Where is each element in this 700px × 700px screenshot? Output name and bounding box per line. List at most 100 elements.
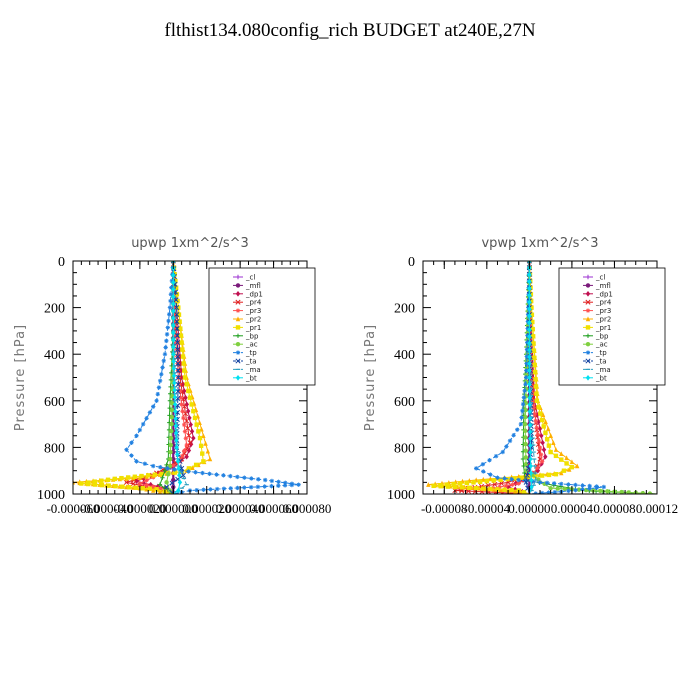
x-tick-label: -0.000040 — [80, 501, 133, 516]
series-point-pr1 — [176, 312, 182, 317]
legend-marker — [235, 316, 241, 322]
series-point-dp1 — [176, 339, 182, 346]
series-point-tp — [164, 332, 170, 337]
series-point-pr1 — [181, 361, 186, 366]
y-tick-label: 0 — [58, 255, 65, 270]
series-point-pr2 — [546, 426, 551, 431]
series-point-pr3 — [184, 442, 189, 448]
series-point-ac — [522, 421, 528, 427]
x-tick-label: 0.000060 — [249, 501, 298, 516]
series-point-pr3 — [180, 409, 185, 414]
series-point-pr1 — [105, 477, 111, 482]
legend-marker — [585, 342, 591, 347]
series-point-dp1 — [189, 428, 195, 435]
x-tick-label: 0.000020 — [182, 501, 231, 516]
series-line-pr1 — [433, 261, 573, 494]
x-tick-label: -0.00008 — [421, 501, 468, 516]
series-point-tp — [507, 438, 513, 444]
series-point-pr1 — [79, 481, 84, 486]
series-point-pr1 — [569, 465, 575, 470]
series-point-dp1 — [541, 446, 547, 453]
series-point-bt — [171, 344, 176, 350]
series-point-pr1 — [173, 285, 179, 290]
series-point-tp — [221, 473, 226, 478]
series-point-tp — [167, 305, 173, 310]
legend-label: _cl — [245, 274, 255, 282]
legend-marker — [235, 333, 241, 338]
series-point-pr1 — [458, 481, 463, 486]
series-point-pr3 — [182, 429, 188, 434]
series-point-tp — [587, 483, 592, 489]
legend-marker — [585, 308, 591, 313]
legend-marker — [585, 316, 591, 322]
series-point-tp — [493, 453, 499, 459]
legend-marker — [235, 308, 241, 313]
series-point-ta — [174, 305, 180, 311]
series-point-bt — [527, 313, 532, 319]
series-point-tp — [207, 471, 212, 477]
series-point-ta — [175, 374, 181, 381]
series-point-pr1 — [197, 435, 203, 441]
series-point-ta — [174, 326, 180, 332]
series-point-tp — [269, 478, 275, 484]
series-point-pr1 — [553, 453, 559, 459]
series-point-ac — [169, 421, 174, 427]
series-point-pr1 — [191, 408, 196, 414]
series-point-tp — [524, 368, 529, 373]
series-point-pr1 — [85, 481, 91, 487]
series-point-bt — [173, 423, 179, 429]
series-point-pr1 — [548, 449, 553, 455]
series-point-pr1 — [491, 478, 496, 483]
series-point-bt — [527, 422, 533, 428]
series-point-tp — [539, 490, 545, 494]
legend: _cl_mfl_dp1_pr4_pr3_pr2_pr1_bp_ac_tp_ta_… — [558, 267, 666, 386]
series-point-pr2 — [551, 440, 556, 445]
legend: _cl_mfl_dp1_pr4_pr3_pr2_pr1_bp_ac_tp_ta_… — [208, 267, 316, 386]
series-point-pr1 — [132, 474, 138, 479]
series-point-pr1 — [559, 457, 564, 462]
series-point-bt — [177, 479, 183, 486]
series-point-tp — [263, 477, 268, 483]
series-point-pr1 — [178, 326, 183, 331]
series-point-tp — [157, 378, 163, 384]
series-point-bp — [162, 468, 168, 473]
legend-marker — [235, 299, 241, 305]
series-group — [73, 261, 301, 494]
series-point-pr1 — [127, 485, 132, 490]
series-point-bt — [527, 271, 532, 278]
series-point-pr1 — [495, 487, 500, 492]
series-point-pr3 — [174, 333, 179, 338]
series-point-ac — [523, 414, 528, 420]
series-point-pr3 — [532, 412, 537, 417]
series-point-bt — [171, 301, 176, 307]
series-point-pr1 — [172, 470, 178, 475]
series-point-bt — [527, 292, 532, 299]
legend-label: _bt — [595, 374, 607, 382]
series-point-tp — [141, 421, 146, 427]
series-point-tp — [566, 482, 571, 487]
series-point-pr3 — [177, 388, 183, 394]
series-point-ac — [598, 488, 603, 494]
series-point-pr1 — [192, 415, 198, 421]
series-point-ta — [169, 480, 175, 486]
series-point-pr1 — [106, 483, 111, 488]
legend-marker — [235, 358, 241, 364]
series-point-pr1 — [180, 347, 185, 352]
chart-subtitle: vpwp 1xm^2/s^3 — [481, 236, 598, 251]
series-point-tp — [256, 477, 261, 482]
series-point-bt — [171, 286, 176, 293]
series-point-tp — [154, 398, 159, 403]
series-point-bt — [528, 442, 533, 449]
series-point-bt — [529, 477, 534, 483]
series-point-tp — [172, 467, 177, 472]
series-point-tp — [551, 481, 557, 486]
series-point-tp — [214, 486, 220, 492]
series-point-pr4 — [185, 425, 191, 431]
series-point-pr2 — [564, 455, 569, 461]
series-point-pr1 — [484, 478, 490, 484]
series-point-tp — [165, 325, 170, 330]
series-point-pr1 — [451, 481, 456, 487]
series-point-pr4 — [492, 481, 498, 487]
legend-label: _bp — [245, 332, 259, 340]
series-point-tp — [169, 278, 175, 284]
